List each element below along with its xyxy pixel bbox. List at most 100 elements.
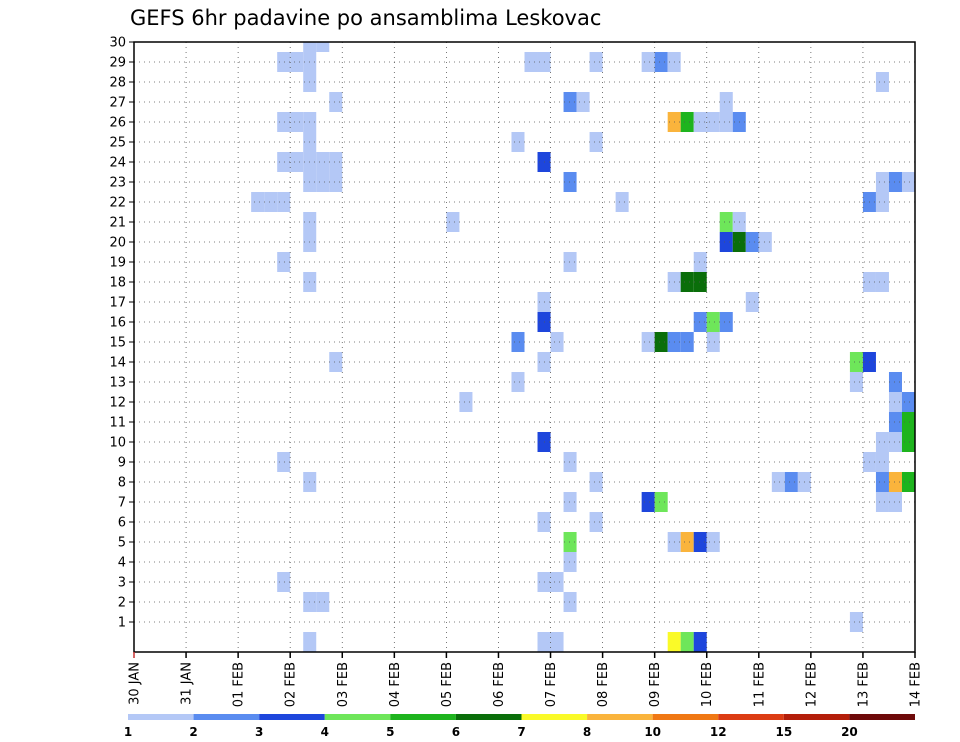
legend-label: 2 bbox=[189, 725, 197, 739]
heatmap-cell bbox=[719, 212, 733, 232]
heatmap-cell bbox=[511, 132, 525, 152]
heatmap-cell bbox=[589, 472, 603, 492]
heatmap-cell bbox=[589, 512, 603, 532]
heatmap-cell bbox=[888, 372, 902, 392]
legend-swatch bbox=[849, 714, 915, 720]
heatmap-cell bbox=[550, 632, 564, 652]
heatmap-cell bbox=[563, 172, 577, 192]
heatmap-cell bbox=[316, 172, 330, 192]
x-tick-label: 11 FEB bbox=[752, 662, 767, 707]
legend-label: 8 bbox=[583, 725, 591, 739]
y-tick-label: 3 bbox=[118, 576, 126, 591]
y-tick-label: 6 bbox=[118, 516, 126, 531]
heatmap-cell bbox=[316, 592, 330, 612]
legend-swatch bbox=[587, 714, 653, 720]
heatmap-cell bbox=[745, 232, 759, 252]
heatmap-cell bbox=[290, 52, 304, 72]
y-tick-label: 27 bbox=[109, 96, 126, 111]
heatmap-cell bbox=[875, 192, 889, 212]
heatmap-cell bbox=[290, 112, 304, 132]
legend-swatch bbox=[455, 714, 522, 720]
legend-label: 5 bbox=[386, 725, 394, 739]
heatmap-cell bbox=[589, 52, 603, 72]
y-tick-label: 28 bbox=[109, 76, 126, 91]
heatmap-cell bbox=[264, 192, 278, 212]
heatmap-cell bbox=[875, 272, 889, 292]
x-tick-label: 03 FEB bbox=[336, 662, 351, 707]
heatmap-cell bbox=[849, 372, 863, 392]
legend-swatch bbox=[718, 714, 784, 720]
heatmap-cell bbox=[901, 392, 915, 412]
heatmap-cell bbox=[706, 532, 720, 552]
y-tick-label: 17 bbox=[109, 296, 126, 311]
x-tick-label: 06 FEB bbox=[492, 662, 507, 707]
heatmap-cell bbox=[641, 332, 655, 352]
y-tick-label: 19 bbox=[109, 256, 126, 271]
legend: 1 2 3 4 5 6 7 8 10 12 15 20 bbox=[124, 714, 915, 739]
heatmap-cell bbox=[641, 492, 655, 512]
heatmap-cell bbox=[888, 472, 902, 492]
heatmap-cell bbox=[316, 152, 330, 172]
heatmap-cell bbox=[329, 352, 343, 372]
heatmap-cell bbox=[277, 52, 291, 72]
legend-swatch bbox=[128, 714, 194, 720]
heatmap-cell bbox=[329, 92, 343, 112]
heatmap-cell bbox=[277, 452, 291, 472]
heatmap-cell bbox=[563, 492, 577, 512]
heatmap-cell bbox=[693, 532, 707, 552]
y-tick-label: 2 bbox=[118, 596, 126, 611]
heatmap-cell bbox=[849, 612, 863, 632]
heatmap-cell bbox=[329, 172, 343, 192]
x-tick-label: 14 FEB bbox=[909, 662, 924, 707]
heatmap-cell bbox=[563, 532, 577, 552]
heatmap-cell bbox=[875, 472, 889, 492]
heatmap-cell bbox=[706, 332, 720, 352]
y-tick-label: 21 bbox=[109, 216, 126, 231]
heatmap-cell bbox=[693, 252, 707, 272]
heatmap-cell bbox=[654, 492, 668, 512]
heatmap-cell bbox=[524, 52, 538, 72]
legend-swatch bbox=[390, 714, 456, 720]
y-tick-label: 14 bbox=[109, 356, 126, 371]
heatmap-cell bbox=[875, 492, 889, 512]
y-tick-label: 13 bbox=[109, 376, 126, 391]
heatmap-cell bbox=[693, 632, 707, 652]
y-tick-label: 12 bbox=[109, 396, 126, 411]
y-tick-label: 18 bbox=[109, 276, 126, 291]
heatmap-cell bbox=[563, 252, 577, 272]
heatmap-cell bbox=[511, 372, 525, 392]
legend-label: 12 bbox=[710, 725, 727, 739]
legend-swatch bbox=[324, 714, 391, 720]
heatmap-cell bbox=[888, 492, 902, 512]
heatmap-cell bbox=[680, 112, 694, 132]
heatmap-cell bbox=[745, 292, 759, 312]
legend-swatch bbox=[783, 714, 850, 720]
legend-label: 3 bbox=[255, 725, 263, 739]
heatmap-cell bbox=[875, 432, 889, 452]
legend-label: 15 bbox=[775, 725, 792, 739]
y-tick-label: 1 bbox=[118, 616, 126, 631]
heatmap-cell bbox=[875, 452, 889, 472]
heatmap-cell bbox=[758, 232, 772, 252]
heatmap-cell bbox=[680, 332, 694, 352]
legend-swatch bbox=[521, 714, 588, 720]
y-tick-label: 22 bbox=[109, 196, 126, 211]
legend-label: 4 bbox=[321, 725, 329, 739]
heatmap-cell bbox=[537, 632, 551, 652]
heatmap-cell bbox=[719, 92, 733, 112]
heatmap-cell bbox=[901, 172, 915, 192]
heatmap-cell bbox=[888, 412, 902, 432]
y-tick-label: 10 bbox=[109, 436, 126, 451]
y-tick-label: 4 bbox=[118, 556, 126, 571]
x-tick-label: 12 FEB bbox=[804, 662, 819, 707]
y-tick-label: 29 bbox=[109, 56, 126, 71]
heatmap-cell bbox=[680, 632, 694, 652]
legend-label: 1 bbox=[124, 725, 132, 739]
heatmap-cell bbox=[563, 452, 577, 472]
x-tick-label: 09 FEB bbox=[648, 662, 663, 707]
heatmap-cell bbox=[641, 52, 655, 72]
heatmap-cell bbox=[251, 192, 265, 212]
x-tick-label: 10 FEB bbox=[700, 662, 715, 707]
heatmap-cell bbox=[589, 132, 603, 152]
